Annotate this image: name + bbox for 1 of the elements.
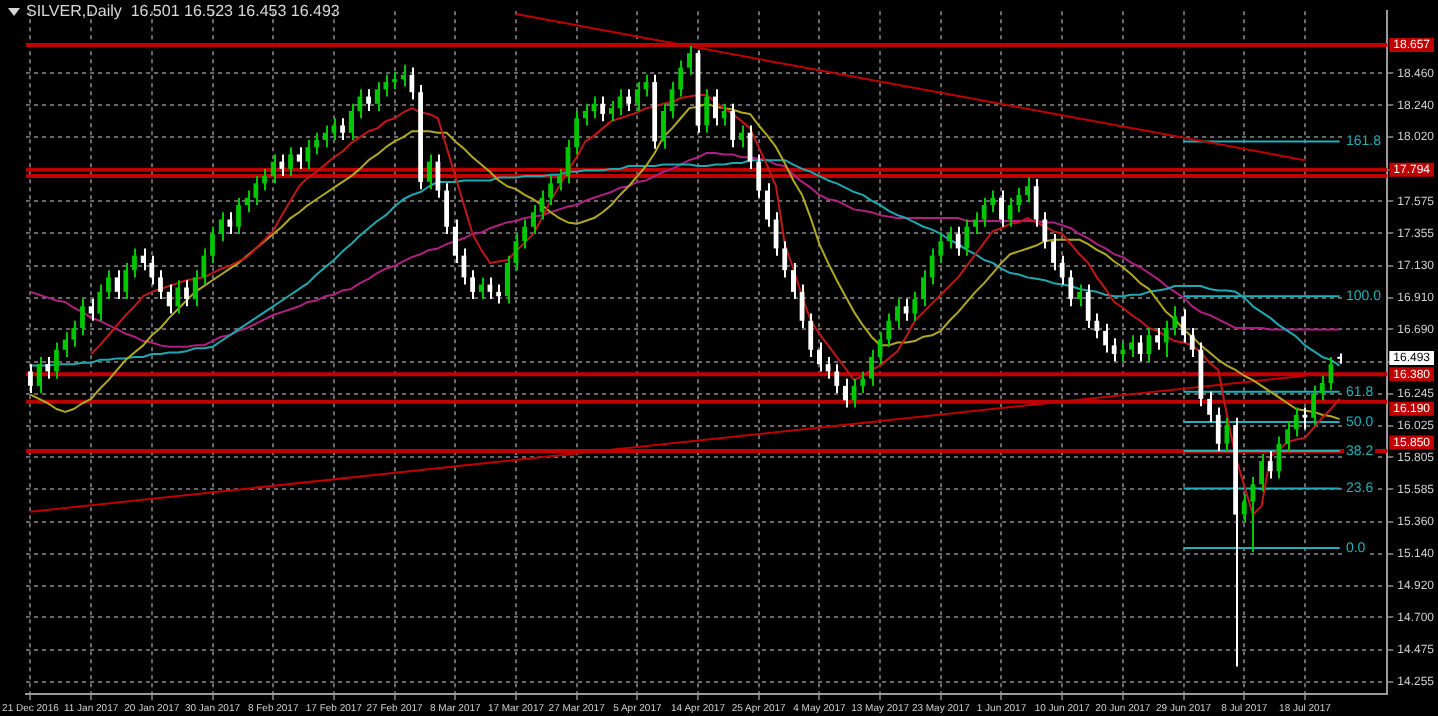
chart-title: SILVER,Daily 16.501 16.523 16.453 16.493 bbox=[26, 2, 340, 20]
